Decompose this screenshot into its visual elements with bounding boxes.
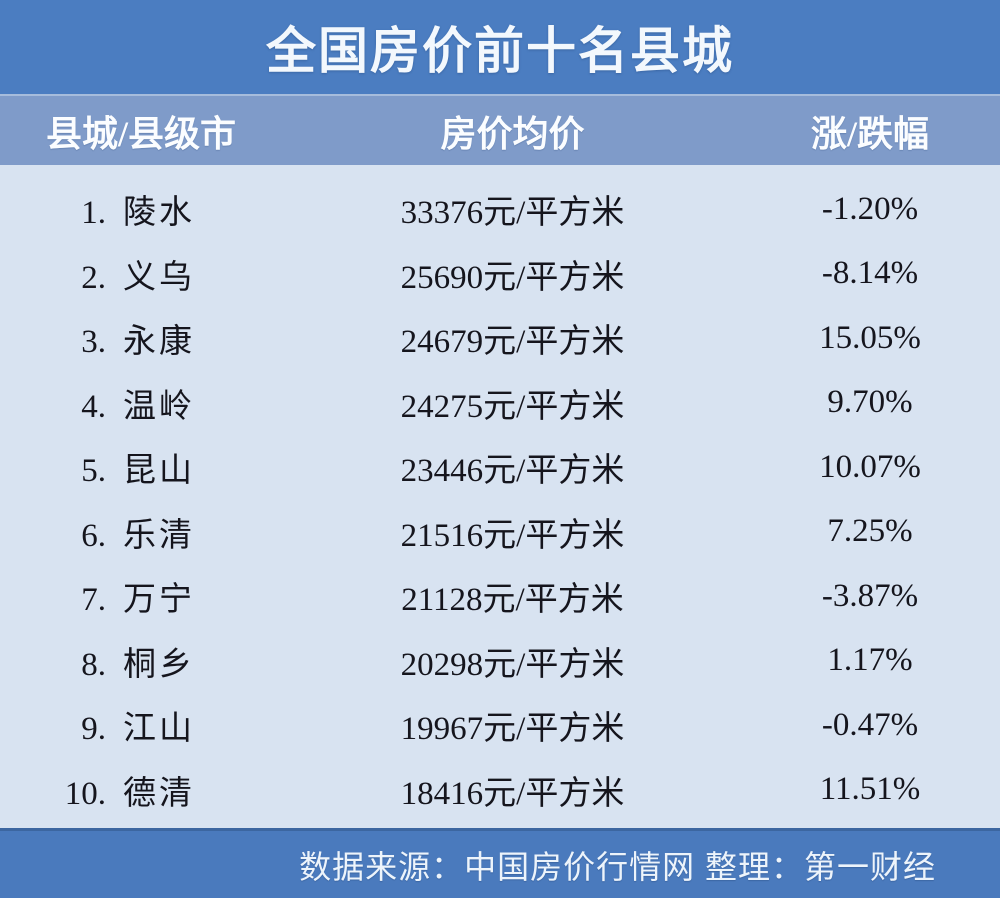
avg-price-cell: 24679元/平方米 [400, 324, 625, 361]
page-title: 全国房价前十名县城 [266, 23, 734, 79]
price-change-cell: 10.07% [819, 448, 921, 485]
price-change-cell: -0.47% [821, 706, 919, 743]
rank-number: 5. [81, 453, 106, 490]
price-change-cell: -1.20% [821, 190, 919, 227]
rank-number: 2. [81, 259, 106, 296]
rank-number: 10. [64, 775, 106, 812]
price-change-cell: 11.51% [819, 771, 921, 808]
county-name: 德清 [123, 775, 195, 812]
county-name: 永康 [123, 324, 195, 361]
price-change-cell: 1.17% [827, 642, 913, 679]
county-name: 桐乡 [123, 646, 195, 683]
county-cell: 2. 义乌 [0, 250, 285, 298]
avg-price-cell: 25690元/平方米 [400, 259, 625, 296]
table-row: 8. 桐乡 20298元/平方米 1.17% [0, 629, 1000, 694]
county-name: 万宁 [123, 582, 195, 619]
table-row: 9. 江山 19967元/平方米 -0.47% [0, 693, 1000, 758]
column-header-price: 房价均价 [440, 113, 585, 154]
avg-price-cell: 21128元/平方米 [401, 582, 624, 619]
avg-price-cell: 19967元/平方米 [400, 711, 625, 748]
county-cell: 4. 温岭 [0, 379, 285, 427]
rank-number: 7. [81, 582, 106, 619]
data-source-text: 数据来源：中国房价行情网 整理：第一财经 [299, 848, 936, 885]
table-header-row: 县城/县级市 房价均价 涨/跌幅 [0, 94, 1000, 165]
avg-price-cell: 24275元/平方米 [400, 388, 625, 425]
avg-price-cell: 23446元/平方米 [400, 453, 625, 490]
table-body: 1. 陵水 33376元/平方米 -1.20% 2. 义乌 25690元/平方米 -8.14%… [0, 165, 1000, 828]
county-name: 义乌 [123, 259, 195, 296]
county-name: 昆山 [123, 453, 195, 490]
table-row: 6. 乐清 21516元/平方米 7.25% [0, 500, 1000, 565]
price-change-cell: 15.05% [819, 319, 921, 356]
column-header-county: 县城/县级市 [46, 113, 237, 154]
county-cell: 8. 桐乡 [0, 637, 285, 685]
table-row: 10. 德清 18416元/平方米 11.51% [0, 758, 1000, 823]
avg-price-cell: 33376元/平方米 [400, 195, 625, 232]
footer-bar: 数据来源：中国房价行情网 整理：第一财经 [0, 828, 1000, 898]
rank-number: 3. [81, 324, 106, 361]
county-cell: 3. 永康 [0, 314, 285, 362]
county-cell: 7. 万宁 [0, 572, 285, 620]
county-name: 江山 [123, 711, 195, 748]
table-row: 1. 陵水 33376元/平方米 -1.20% [0, 177, 1000, 242]
table-row: 7. 万宁 21128元/平方米 -3.87% [0, 564, 1000, 629]
rank-number: 6. [81, 517, 106, 554]
county-cell: 6. 乐清 [0, 508, 285, 556]
table-row: 4. 温岭 24275元/平方米 9.70% [0, 371, 1000, 436]
county-cell: 1. 陵水 [0, 185, 285, 233]
avg-price-cell: 20298元/平方米 [400, 646, 625, 683]
price-change-cell: 9.70% [827, 384, 913, 421]
avg-price-cell: 21516元/平方米 [400, 517, 625, 554]
rank-number: 8. [81, 646, 106, 683]
rank-number: 9. [81, 711, 106, 748]
county-cell: 10. 德清 [0, 766, 285, 814]
county-cell: 5. 昆山 [0, 443, 285, 491]
price-change-cell: -3.87% [821, 577, 919, 614]
county-name: 乐清 [123, 517, 195, 554]
table-row: 5. 昆山 23446元/平方米 10.07% [0, 435, 1000, 500]
table-row: 3. 永康 24679元/平方米 15.05% [0, 306, 1000, 371]
table-row: 2. 义乌 25690元/平方米 -8.14% [0, 242, 1000, 307]
rank-number: 4. [81, 388, 106, 425]
column-header-change: 涨/跌幅 [810, 113, 929, 154]
title-bar: 全国房价前十名县城 [0, 0, 1000, 94]
rank-number: 1. [81, 195, 106, 232]
price-change-cell: 7.25% [827, 513, 913, 550]
county-name: 温岭 [123, 388, 195, 425]
avg-price-cell: 18416元/平方米 [400, 775, 625, 812]
price-change-cell: -8.14% [821, 255, 919, 292]
county-name: 陵水 [123, 195, 195, 232]
county-cell: 9. 江山 [0, 701, 285, 749]
